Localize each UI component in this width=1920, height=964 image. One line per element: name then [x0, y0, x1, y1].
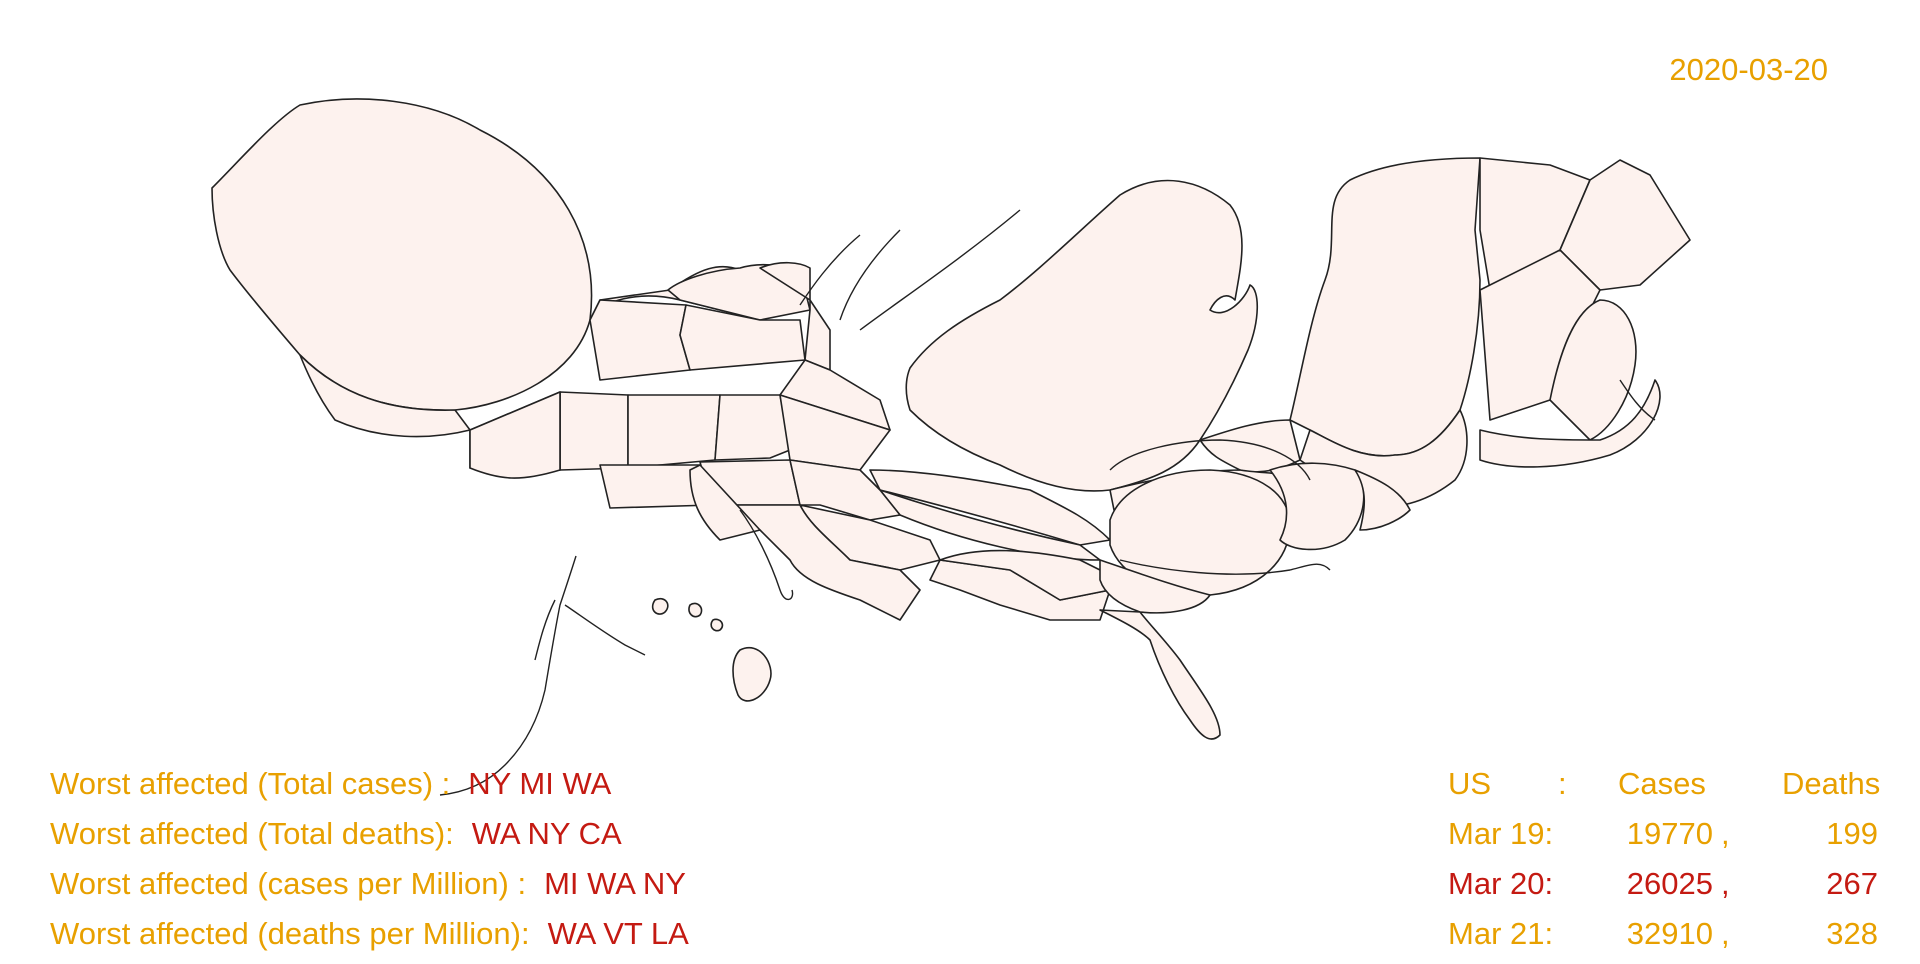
state-region-nc: [1354, 469, 1411, 531]
stats-header-cases: Cases: [1618, 766, 1706, 801]
state-region-mi: [905, 179, 1259, 492]
state-region-co: [559, 391, 629, 471]
stats-comma: ,: [1721, 816, 1730, 851]
state-region-sc: [1269, 462, 1365, 551]
state-region-ne: [627, 394, 721, 469]
coast-line-gulf-2: [1119, 559, 1331, 575]
stats-date: Mar 20:: [1448, 866, 1554, 901]
summary-states: WA VT LA: [547, 916, 689, 951]
stats-date: Mar 21:: [1448, 916, 1554, 951]
state-region-wa: [211, 98, 593, 411]
state-region-ia: [714, 394, 791, 461]
summary-label: Worst affected (Total deaths):: [50, 816, 454, 851]
stats-row: Mar 19: 19770 , 199: [1448, 814, 1898, 854]
stats-header-region: US: [1448, 766, 1492, 801]
state-region-az: [689, 464, 761, 541]
coast-line-ak-arm: [564, 604, 646, 656]
summary-label: Worst affected (cases per Million) :: [50, 866, 527, 901]
state-region-nv: [469, 391, 561, 479]
summary-row-total-cases: Worst affected (Total cases) : NY MI WA: [50, 764, 611, 804]
state-region-mn: [759, 261, 831, 371]
coast-line-mid-4: [859, 209, 1021, 331]
state-region-tx: [709, 504, 921, 621]
state-region-or: [299, 354, 471, 438]
coast-line-gulf-1: [1109, 439, 1311, 481]
state-region-oh: [1199, 419, 1301, 473]
stats-header-sep: :: [1558, 766, 1567, 801]
coast-line-ne-coast: [1619, 379, 1656, 421]
state-region-hi-2: [688, 602, 703, 618]
state-region-nj: [1479, 379, 1661, 468]
summary-label: Worst affected (Total cases) :: [50, 766, 451, 801]
stats-header-row: US : Cases Deaths: [1448, 764, 1898, 804]
stats-comma: ,: [1721, 916, 1730, 951]
state-region-in: [869, 469, 1111, 546]
state-region-hi-3: [710, 618, 724, 632]
state-region-wi: [779, 359, 891, 431]
stats-date: Mar 19:: [1448, 816, 1554, 851]
summary-label: Worst affected (deaths per Million):: [50, 916, 530, 951]
summary-states: MI WA NY: [544, 866, 686, 901]
date-label: 2020-03-20: [1669, 52, 1828, 87]
coast-line-mid-2: [799, 234, 861, 306]
state-region-ct: [1549, 299, 1637, 441]
stats-cases: 32910: [1626, 916, 1713, 951]
summary-states: NY MI WA: [468, 766, 612, 801]
stats-header-deaths: Deaths: [1782, 766, 1881, 801]
stats-row: Mar 21: 32910 , 328: [1448, 914, 1898, 954]
state-region-hi-1: [651, 597, 669, 615]
summary-row-cases-per-million: Worst affected (cases per Million) : MI W…: [50, 864, 686, 904]
state-region-al: [1099, 559, 1211, 614]
stats-cases: 26025: [1626, 866, 1713, 901]
state-region-hi-4: [732, 647, 772, 702]
us-stats-table: US : Cases Deaths Mar 19: 19770 , 199 Ma…: [1448, 764, 1898, 964]
coast-line-mid-1: [739, 509, 794, 601]
stats-comma: ,: [1721, 866, 1730, 901]
stats-deaths: 199: [1826, 816, 1878, 851]
state-region-ny: [1289, 157, 1481, 457]
coast-line-mid-3: [839, 229, 901, 321]
coast-line-ak-2: [534, 599, 556, 661]
summary-row-total-deaths: Worst affected (Total deaths): WA NY CA: [50, 814, 622, 854]
summary-states: WA NY CA: [471, 816, 622, 851]
state-region-fl: [1099, 609, 1221, 740]
state-region-wy: [589, 299, 691, 381]
stats-row-highlighted: Mar 20: 26025 , 267: [1448, 864, 1898, 904]
stats-deaths: 328: [1826, 916, 1878, 951]
stats-cases: 19770: [1626, 816, 1713, 851]
coast-line-ak: [439, 555, 577, 796]
stats-deaths: 267: [1826, 866, 1878, 901]
summary-row-deaths-per-million: Worst affected (deaths per Million): WA V…: [50, 914, 689, 954]
